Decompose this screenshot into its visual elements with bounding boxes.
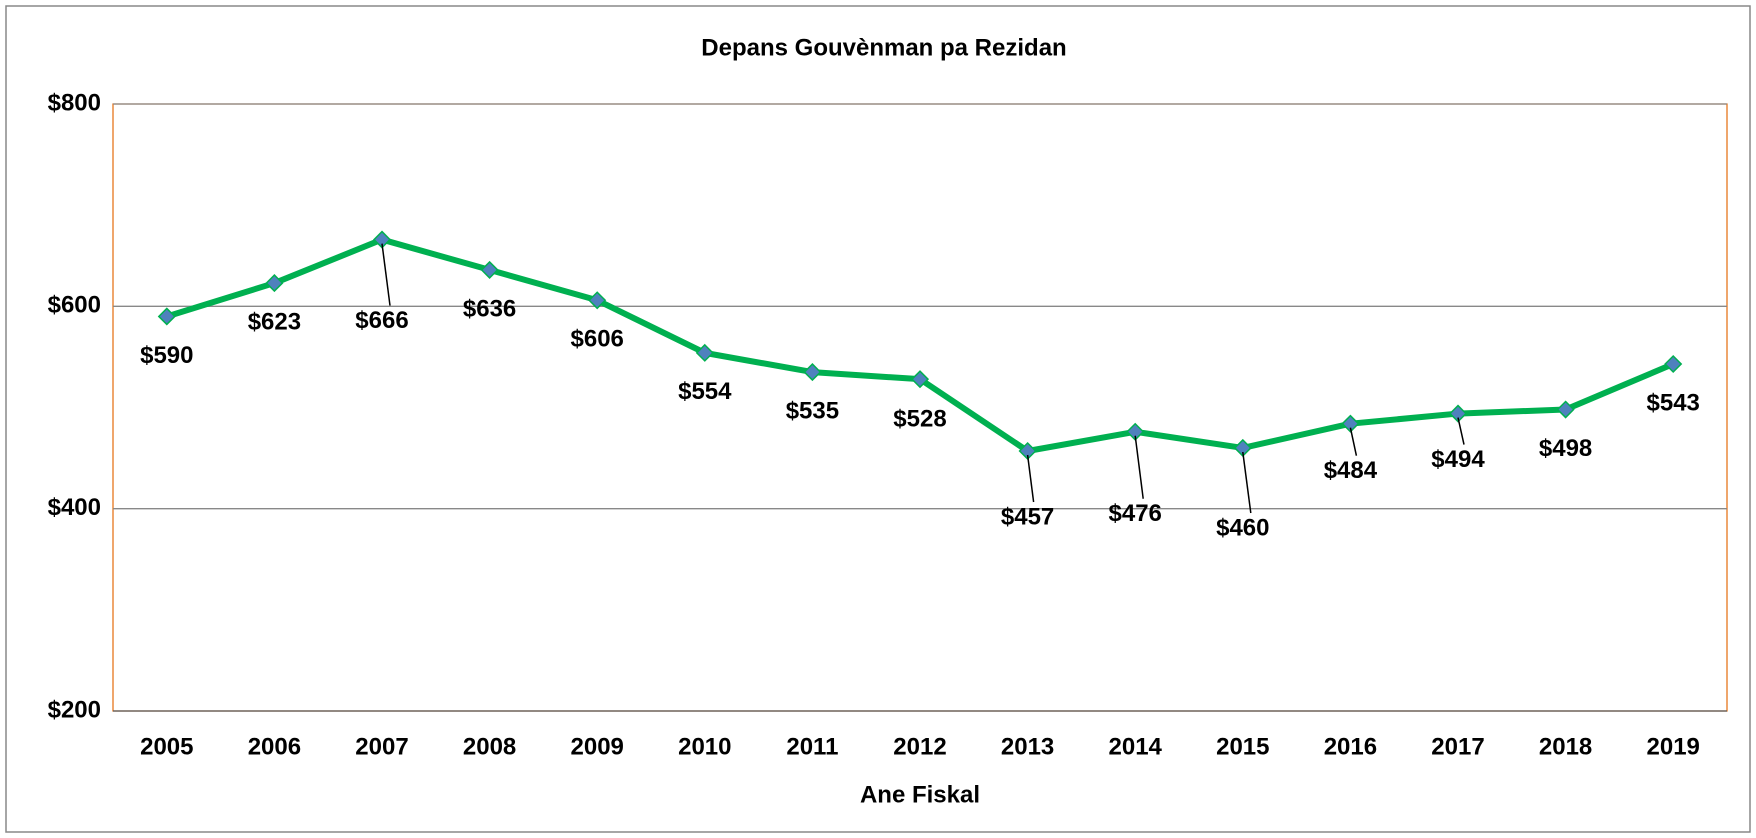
x-tick-label: 2012 xyxy=(893,733,946,760)
data-marker xyxy=(588,291,607,310)
x-tick-label: 2007 xyxy=(355,733,408,760)
leader-line xyxy=(1026,454,1035,503)
data-marker xyxy=(1448,404,1468,423)
x-tick-label: 2011 xyxy=(786,733,838,760)
data-label: $528 xyxy=(893,406,946,433)
data-label: $636 xyxy=(463,295,516,322)
x-tick-label: 2009 xyxy=(571,733,624,760)
x-tick-label: 2018 xyxy=(1539,733,1592,760)
leader-line xyxy=(1457,417,1465,445)
data-marker xyxy=(1556,400,1575,419)
data-label: $460 xyxy=(1216,514,1269,541)
data-label: $554 xyxy=(678,378,732,405)
data-label: $494 xyxy=(1431,446,1485,473)
data-marker xyxy=(265,274,284,293)
data-label: $590 xyxy=(140,342,193,369)
y-tick-label: $800 xyxy=(48,89,101,116)
y-tick-label: $400 xyxy=(48,494,101,521)
x-tick-label: 2010 xyxy=(678,733,731,760)
data-marker xyxy=(1664,354,1683,374)
data-label: $606 xyxy=(571,326,624,353)
data-label: $498 xyxy=(1539,435,1592,462)
leader-line xyxy=(1349,427,1358,456)
x-tick-label: 2006 xyxy=(248,733,301,760)
data-label: $457 xyxy=(1001,503,1054,530)
x-tick-label: 2013 xyxy=(1001,733,1054,760)
chart-frame xyxy=(5,5,1751,833)
data-marker xyxy=(695,343,714,362)
x-tick-label: 2016 xyxy=(1324,733,1377,760)
data-label: $476 xyxy=(1109,500,1162,527)
x-axis-title: Ane Fiskal xyxy=(860,781,980,808)
data-label: $666 xyxy=(355,307,408,334)
y-tick-label: $600 xyxy=(48,292,101,319)
data-marker xyxy=(1341,414,1360,433)
x-tick-label: 2005 xyxy=(140,733,193,760)
leader-line xyxy=(1242,451,1252,514)
x-tick-label: 2008 xyxy=(463,733,516,760)
x-tick-label: 2019 xyxy=(1647,733,1700,760)
data-marker xyxy=(480,260,499,279)
data-label: $543 xyxy=(1647,389,1700,416)
chart-title: Depans Gouvènman pa Rezidan xyxy=(701,34,1066,61)
data-label: $535 xyxy=(786,397,839,424)
data-marker xyxy=(803,363,822,382)
data-label: $484 xyxy=(1324,457,1378,484)
data-marker xyxy=(157,307,176,326)
leader-line xyxy=(1134,435,1144,499)
leader-line xyxy=(381,243,391,306)
y-tick-label: $200 xyxy=(48,696,101,723)
x-tick-label: 2014 xyxy=(1109,733,1163,760)
x-tick-label: 2015 xyxy=(1216,733,1269,760)
x-tick-label: 2017 xyxy=(1431,733,1484,760)
data-label: $623 xyxy=(248,308,301,335)
data-marker xyxy=(910,370,930,389)
